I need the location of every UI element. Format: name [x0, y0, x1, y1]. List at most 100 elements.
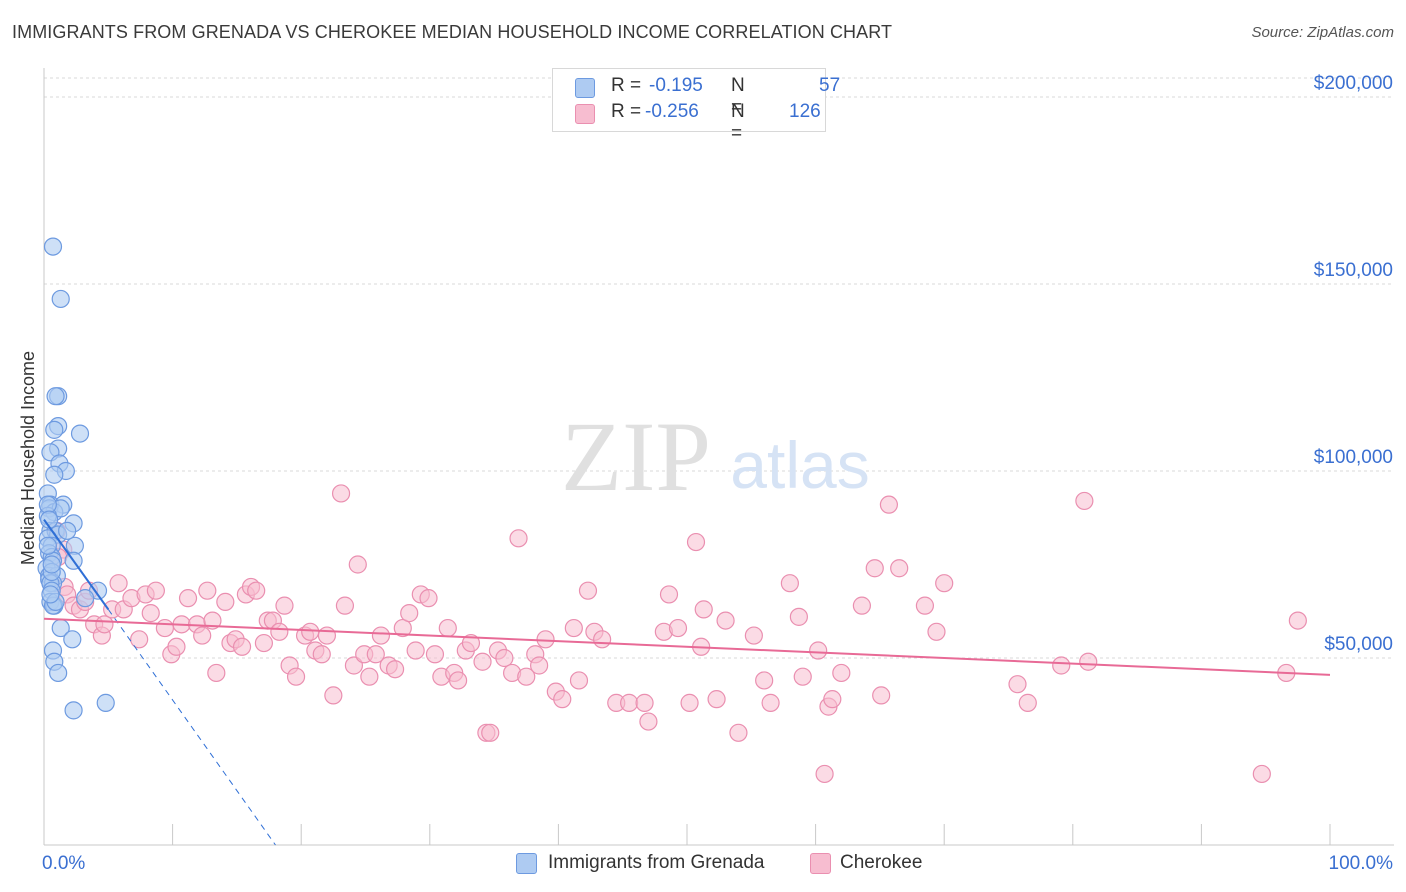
- cherokee-point: [686, 532, 706, 552]
- cherokee-point: [167, 637, 186, 656]
- n-label: N =: [731, 75, 745, 118]
- cherokee-point: [620, 693, 639, 712]
- cherokee-point: [335, 596, 355, 615]
- cherokee-point: [95, 615, 114, 634]
- cherokee-point: [393, 618, 412, 638]
- cherokee-point: [344, 656, 364, 675]
- cherokee-point: [141, 604, 160, 623]
- y-tick-label: $150,000: [1314, 260, 1393, 281]
- cherokee-point: [400, 604, 419, 623]
- cherokee-point: [789, 607, 808, 626]
- x-tick-label-min: 0.0%: [42, 853, 85, 874]
- cherokee-point: [406, 641, 425, 660]
- cherokee-point: [286, 667, 306, 686]
- cherokee-point: [509, 529, 528, 548]
- grenada-point: [70, 424, 90, 443]
- cherokee-point: [578, 581, 598, 600]
- cherokee-legend-swatch: [810, 853, 831, 874]
- cherokee-point: [1252, 764, 1271, 784]
- cherokee-point: [216, 592, 235, 612]
- cherokee-point: [815, 764, 834, 784]
- cherokee-point: [275, 596, 294, 615]
- cherokee-point: [872, 686, 891, 705]
- cherokee-point: [348, 555, 367, 574]
- cherokee-point: [832, 663, 851, 683]
- cherokee-point: [155, 618, 174, 638]
- cherokee-point: [761, 693, 780, 712]
- cherokee-point: [366, 645, 385, 664]
- grenada-point: [65, 536, 84, 555]
- cherokee-point: [865, 559, 884, 578]
- cherokee-point: [879, 495, 899, 514]
- cherokee-point: [331, 484, 351, 503]
- trend-lines: [43, 519, 1331, 846]
- r-value: -0.256: [645, 101, 699, 122]
- cherokee-point: [1079, 652, 1098, 671]
- r-value: -0.195: [649, 75, 703, 96]
- cherokee-point: [553, 690, 572, 709]
- n-value: 126: [789, 101, 821, 122]
- cherokee-point: [270, 622, 289, 641]
- cherokee-point: [317, 626, 337, 645]
- grenada-point: [63, 630, 82, 649]
- grenada-point: [51, 289, 70, 309]
- stats-legend: R = -0.195 N = 57 R = -0.256 N = 126: [552, 68, 840, 144]
- cherokee-point: [109, 574, 128, 593]
- cherokee-point: [301, 622, 320, 641]
- grenada-trend-line: [43, 519, 110, 610]
- y-tick-label: $50,000: [1324, 634, 1393, 655]
- grenada-point: [38, 495, 57, 514]
- cherokee-point: [744, 626, 763, 645]
- cherokee-point: [198, 581, 217, 600]
- chart-title: IMMIGRANTS FROM GRENADA VS CHEROKEE MEDI…: [12, 22, 893, 42]
- grenada-swatch: [575, 78, 595, 98]
- cherokee-point: [639, 712, 658, 731]
- cherokee-point: [668, 618, 688, 638]
- cherokee-point: [254, 633, 274, 653]
- cherokee-point: [694, 600, 713, 619]
- cherokee-point: [517, 667, 536, 686]
- cherokee-point: [755, 671, 774, 690]
- cherokee-point: [448, 671, 468, 690]
- cherokee-point: [419, 589, 438, 608]
- n-value: 57: [819, 75, 841, 96]
- cherokee-point: [207, 663, 226, 683]
- grenada-point: [46, 387, 65, 406]
- cherokee-points: [47, 484, 1307, 784]
- r-label: R =: [611, 75, 642, 96]
- cherokee-point: [707, 690, 726, 709]
- gridlines: [44, 77, 1394, 659]
- source-label: Source: ZipAtlas.com: [1251, 24, 1394, 41]
- grenada-point: [38, 536, 57, 555]
- cherokee-point: [935, 574, 954, 593]
- cherokee-point: [716, 611, 735, 630]
- grenada-points: [37, 237, 115, 720]
- cherokee-point: [890, 559, 909, 578]
- cherokee-point: [780, 574, 799, 593]
- cherokee-point: [247, 581, 266, 600]
- cherokee-point: [360, 667, 379, 686]
- grenada-point: [42, 555, 61, 574]
- y-tick-label: $200,000: [1314, 73, 1393, 94]
- watermark-atlas: atlas: [730, 428, 869, 502]
- cherokee-point: [927, 622, 946, 641]
- cherokee-point: [178, 589, 198, 608]
- grenada-point: [96, 693, 115, 712]
- cherokee-point: [232, 637, 252, 656]
- grenada-legend-swatch: [516, 853, 537, 874]
- cherokee-point: [593, 630, 612, 649]
- cherokee-point: [425, 645, 445, 664]
- cherokee-point: [809, 641, 828, 660]
- n-label: N =: [731, 101, 745, 144]
- watermark-zip: ZIP: [561, 401, 711, 512]
- grenada-point: [41, 585, 60, 604]
- cherokee-point: [1008, 675, 1027, 694]
- y-axis-label: Median Household Income: [18, 351, 38, 565]
- cherokee-point: [635, 693, 654, 712]
- cherokee-point: [729, 723, 748, 742]
- r-label: R =: [611, 101, 642, 122]
- grenada-point: [58, 521, 77, 540]
- cherokee-point: [852, 596, 871, 615]
- cherokee-point: [530, 656, 549, 675]
